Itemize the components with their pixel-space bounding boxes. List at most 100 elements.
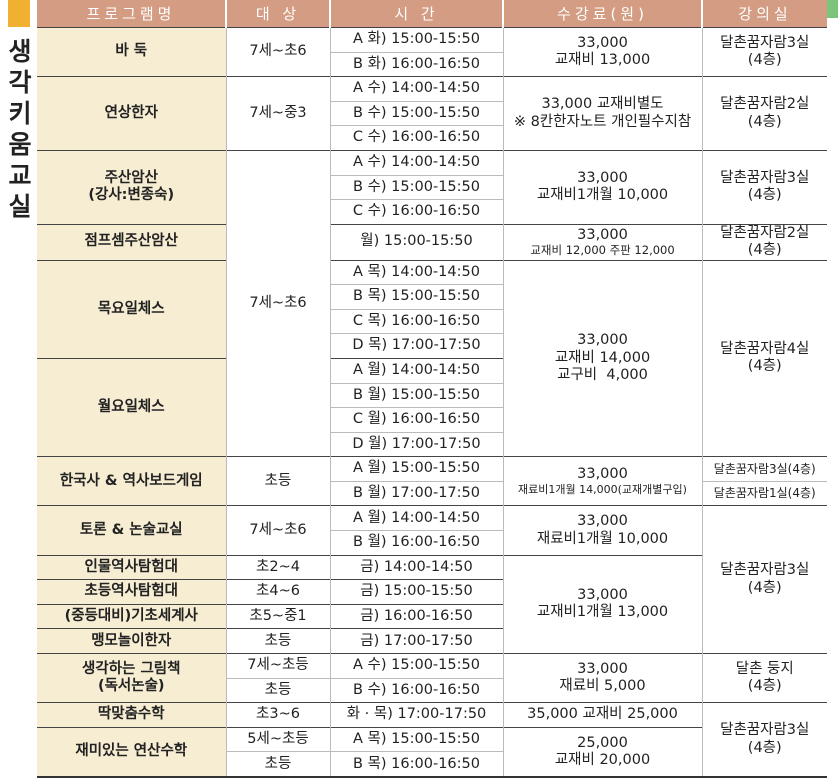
room: 달촌 둥지 (4층) <box>701 653 827 703</box>
time: 금) 15:00-15:50 <box>329 579 503 605</box>
table-row: 목요일체스 A 목) 14:00-14:50 33,000 교재비 14,000 교… <box>37 259 827 457</box>
fee-line: 교재비 20,000 <box>554 751 651 768</box>
target: 7세~초6 <box>225 505 330 556</box>
program-name: 목요일체스 <box>37 259 226 359</box>
table-row: 초등 B 수) 16:00-16:50 <box>37 677 827 703</box>
fee-line: 교재비 14,000 <box>554 349 651 366</box>
time: A 목) 14:00-14:50 <box>329 259 503 285</box>
fee-line: 33,000 <box>577 34 628 51</box>
target: 7세~초등 <box>225 653 330 679</box>
fee-line: 33,000 <box>577 466 628 483</box>
fee-line: 교재비 13,000 <box>554 52 651 69</box>
fee-line: 교재비1개월 10,000 <box>536 187 669 204</box>
target: 7세~초6 <box>225 149 330 457</box>
table-row: 맹모놀이한자 초등 금) 17:00-17:50 <box>37 628 827 654</box>
time: A 화) 15:00-15:50 <box>329 27 503 53</box>
program-name: 딱맞춤수학 <box>37 702 226 728</box>
program-name: (중등대비)기초세계사 <box>37 603 226 629</box>
program-name: 한국사 & 역사보드게임 <box>37 456 226 506</box>
table-row: (중등대비)기초세계사 초5~중1 금) 16:00-16:50 <box>37 603 827 629</box>
time: 금) 16:00-16:50 <box>329 603 503 629</box>
fee: 35,000 교재비 25,000 <box>502 702 702 728</box>
program-name: 바 둑 <box>37 26 226 77</box>
target: 초2~4 <box>225 554 330 580</box>
room-line: (4층) <box>747 242 782 259</box>
time: C 월) 16:00-16:50 <box>329 407 503 433</box>
side-title: 생각키움교실 <box>8 37 32 221</box>
fee-line: 33,000 <box>577 226 628 243</box>
time: 화 · 목) 17:00-17:50 <box>329 702 503 728</box>
fee: 33,000 교재비1개월 13,000 <box>502 554 702 654</box>
table-row: B 월) 17:00-17:50 달촌꿈자람1실(4층) <box>37 480 827 506</box>
table-row: 연상한자 7세~중3 A 수) 14:00-14:50 33,000 교재비별도… <box>37 76 827 151</box>
room: 달촌꿈자람3실(4층) <box>701 505 827 654</box>
fee: 33,000 교재비 14,000 교구비 4,000 <box>502 259 702 457</box>
time: A 목) 15:00-15:50 <box>329 726 503 752</box>
fee-line: 교구비 4,000 <box>557 367 648 384</box>
fee-note: ※ 8칸한자노트 개인필수지참 <box>513 113 692 130</box>
header-program: 프로그램명 <box>37 0 226 28</box>
green-tab <box>827 0 838 18</box>
time: B 수) 15:00-15:50 <box>329 100 503 126</box>
room-line: 달촌 둥지 <box>735 660 794 677</box>
table-row: C 목) 16:00-16:50 <box>37 308 827 334</box>
time: B 월) 17:00-17:50 <box>329 480 503 506</box>
table-row: D 목) 17:00-17:50 <box>37 333 827 359</box>
time: 월) 15:00-15:50 <box>329 223 503 261</box>
room: 달촌꿈자람3실(4층) <box>701 456 827 482</box>
room: 달촌꿈자람3실(4층) <box>701 26 827 77</box>
fee: 33,000 교재비1개월 10,000 <box>502 149 702 225</box>
fee-line: 33,000 <box>577 332 628 349</box>
room: 달촌꿈자람1실(4층) <box>701 480 827 506</box>
fee-line: 재료비1개월 10,000 <box>536 530 669 547</box>
program-name-line: 주산암산 <box>104 169 158 186</box>
time: B 월) 15:00-15:50 <box>329 382 503 408</box>
target: 7세~초6 <box>225 26 330 77</box>
room-line: (4층) <box>747 52 782 69</box>
table-row: 한국사 & 역사보드게임 초등 A 월) 15:00-15:50 33,000 재… <box>37 456 827 506</box>
table-row: C 수) 16:00-16:50 <box>37 199 827 225</box>
table-row: 인물역사탐험대 초2~4 금) 14:00-14:50 33,000 교재비1개월… <box>37 554 827 654</box>
table-row: 주산암산 (강사:변종숙) 7세~초6 A 수) 14:00-14:50 33,0… <box>37 149 827 457</box>
target: 초3~6 <box>225 702 330 728</box>
time: A 수) 14:00-14:50 <box>329 76 503 102</box>
header-row: 프로그램명 대 상 시 간 수강료(원) 강의실 <box>37 0 827 28</box>
table-row: 토론 & 논술교실 7세~초6 A 월) 14:00-14:50 33,000 재… <box>37 505 827 654</box>
room-line: (4층) <box>747 678 782 695</box>
table-row: B 목) 15:00-15:50 <box>37 284 827 310</box>
table-row: B 화) 16:00-16:50 <box>37 51 827 77</box>
room-line: 달촌꿈자람3실 <box>720 722 810 739</box>
room-line: 달촌꿈자람3실 <box>720 34 810 51</box>
target: 초등 <box>225 628 330 654</box>
table-row: 생각하는 그림책 (독서논술) 7세~초등 A 수) 15:00-15:50 33… <box>37 653 827 703</box>
time: C 수) 16:00-16:50 <box>329 199 503 225</box>
time: D 목) 17:00-17:50 <box>329 333 503 359</box>
table-row: 재미있는 연산수학 5세~초등 A 목) 15:00-15:50 25,000 교… <box>37 726 827 778</box>
room-line: 달촌꿈자람2실 <box>720 96 810 113</box>
fee-line: 교재비 12,000 주판 12,000 <box>530 242 675 257</box>
table-row: C 수) 16:00-16:50 <box>37 125 827 151</box>
room-line: 달촌꿈자람3실 <box>720 169 810 186</box>
fee: 33,000 교재비별도 ※ 8칸한자노트 개인필수지참 <box>502 76 702 151</box>
program-name: 맹모놀이한자 <box>37 628 226 654</box>
fee-line: 33,000 <box>577 513 628 530</box>
table-row: B 월) 16:00-16:50 <box>37 530 827 556</box>
room-line: 달촌꿈자람4실 <box>720 341 810 358</box>
time: 금) 14:00-14:50 <box>329 554 503 580</box>
time: A 수) 15:00-15:50 <box>329 653 503 679</box>
program-instructor: (강사:변종숙) <box>88 187 175 204</box>
table-row: D 월) 17:00-17:50 <box>37 431 827 457</box>
fee: 33,000 교재비 13,000 <box>502 26 702 77</box>
fee-line: 재료비1개월 14,000(교재개별구입) <box>518 483 687 497</box>
fee-line: 33,000 <box>577 169 628 186</box>
room-line: (4층) <box>747 739 782 756</box>
time: C 수) 16:00-16:50 <box>329 125 503 151</box>
fee-line: 33,000 <box>577 660 628 677</box>
program-name: 월요일체스 <box>37 357 226 457</box>
target: 5세~초등 <box>225 726 330 752</box>
time: B 목) 15:00-15:50 <box>329 284 503 310</box>
time: 금) 17:00-17:50 <box>329 628 503 654</box>
time: B 화) 16:00-16:50 <box>329 51 503 77</box>
fee-line: 33,000 교재비별도 <box>541 96 664 113</box>
program-name: 재미있는 연산수학 <box>37 726 226 778</box>
